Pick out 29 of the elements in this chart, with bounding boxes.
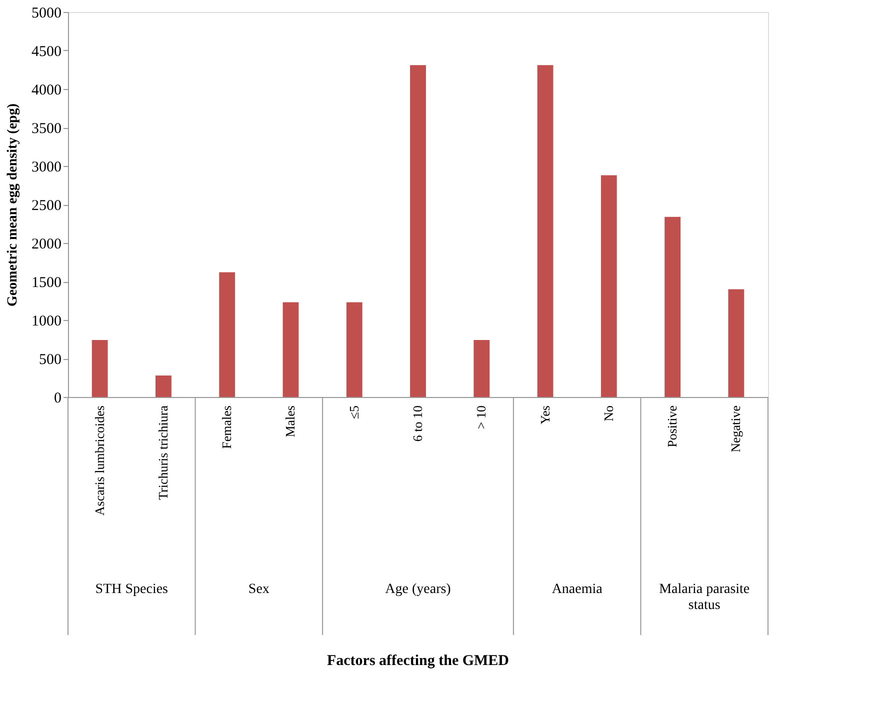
y-axis-title: Geometric mean egg density (epg) (6, 103, 20, 306)
y-tick-label: 2500 (32, 198, 62, 214)
text: Factors affecting the GMED (326, 653, 510, 669)
y-tick-label: 1000 (32, 314, 62, 330)
text: Age (years) (385, 582, 452, 597)
x-tick-label: 6 to 10 (410, 406, 425, 442)
x-tick-label: ≤5 (346, 406, 362, 420)
x-tick-label: Females (219, 406, 234, 449)
text: Sex (248, 582, 270, 597)
x-tick-label: No (600, 406, 616, 422)
y-tick-label: 1500 (32, 275, 62, 291)
x-tick-label: Males (282, 406, 298, 438)
x-tick-label: Negative (728, 405, 744, 452)
y-tick-label: 5000 (32, 6, 62, 22)
y-tick-label: 3000 (32, 160, 62, 176)
y-tick-label: 500 (39, 352, 62, 368)
text: Malaria parasite status (659, 582, 750, 613)
x-tick-label: Ascaris lumbricoides (92, 406, 107, 516)
text: STH Species (95, 582, 168, 597)
x-tick-label: Trichuris trichiura (155, 405, 170, 500)
y-tick-label: 2000 (32, 236, 62, 252)
y-tick-label: 4000 (32, 82, 62, 98)
y-tick-label: 0 (54, 390, 62, 406)
x-tick-label: Positive (664, 405, 680, 448)
y-tick-label: 3500 (32, 121, 62, 137)
text: Anaemia (552, 582, 604, 597)
x-tick-label: Yes (537, 406, 552, 424)
x-tick-label: > 10 (474, 406, 489, 430)
y-tick-label: 4500 (32, 44, 62, 60)
